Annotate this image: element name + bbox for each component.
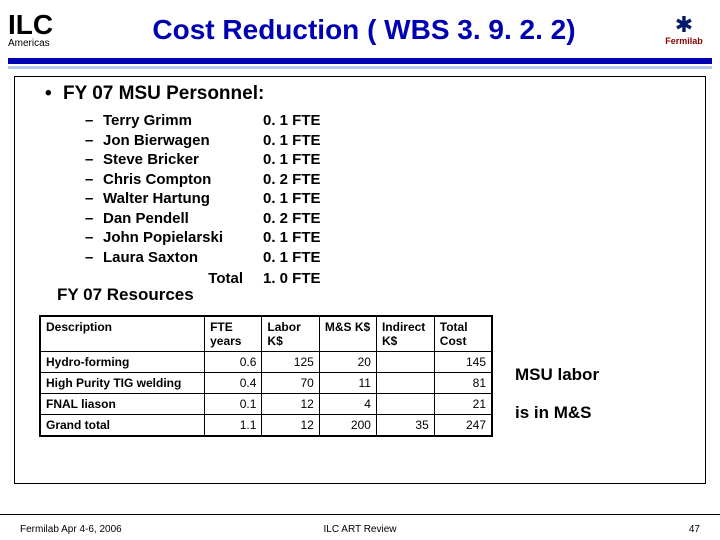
personnel-fte: 0. 1 FTE <box>263 111 353 131</box>
table-header: M&S K$ <box>319 317 376 352</box>
table-header: Total Cost <box>434 317 491 352</box>
personnel-fte: 0. 1 FTE <box>263 189 353 209</box>
personnel-row: –Dan Pendell0. 2 FTE <box>85 209 353 229</box>
table-cell: 200 <box>319 415 376 436</box>
section-heading-text: FY 07 MSU Personnel: <box>63 83 264 104</box>
dash-icon: – <box>85 209 103 229</box>
personnel-name: Laura Saxton <box>103 248 263 268</box>
fermilab-icon: ✱ <box>656 14 712 36</box>
dash-icon: – <box>85 248 103 268</box>
personnel-fte: 0. 2 FTE <box>263 170 353 190</box>
bullet-icon: • <box>45 83 63 105</box>
table-cell: High Purity TIG welding <box>41 373 205 394</box>
table-cell: 125 <box>262 352 319 373</box>
ilc-sub-label: Americas <box>8 39 72 49</box>
table-header: Labor K$ <box>262 317 319 352</box>
dash-icon: – <box>85 111 103 131</box>
personnel-row: –John Popielarski0. 1 FTE <box>85 228 353 248</box>
personnel-fte: 0. 1 FTE <box>263 248 353 268</box>
table-row: Hydro-forming0.612520 145 <box>41 352 492 373</box>
table-row: FNAL liason0.1124 21 <box>41 394 492 415</box>
table-cell: 0.4 <box>205 373 262 394</box>
table-header: Indirect K$ <box>376 317 434 352</box>
personnel-row: –Jon Bierwagen0. 1 FTE <box>85 131 353 151</box>
side-note-1: MSU labor <box>515 365 599 385</box>
personnel-row: –Chris Compton0. 2 FTE <box>85 170 353 190</box>
resources-label: FY 07 Resources <box>57 285 194 305</box>
personnel-row: –Laura Saxton0. 1 FTE <box>85 248 353 268</box>
ilc-badge: ILC Americas <box>8 11 72 49</box>
table-cell <box>376 373 434 394</box>
fermilab-logo: ✱ Fermilab <box>656 14 712 46</box>
table-cell: Grand total <box>41 415 205 436</box>
content-frame: •FY 07 MSU Personnel: –Terry Grimm0. 1 F… <box>14 76 706 484</box>
dash-icon: – <box>85 228 103 248</box>
table-cell: 1.1 <box>205 415 262 436</box>
table-cell: 12 <box>262 415 319 436</box>
personnel-name: Jon Bierwagen <box>103 131 263 151</box>
table-cell: 35 <box>376 415 434 436</box>
table-cell: 81 <box>434 373 491 394</box>
table-cell: 21 <box>434 394 491 415</box>
personnel-name: Dan Pendell <box>103 209 263 229</box>
dash-icon: – <box>85 150 103 170</box>
personnel-row: –Walter Hartung0. 1 FTE <box>85 189 353 209</box>
divider-light <box>8 66 712 69</box>
personnel-row: –Steve Bricker0. 1 FTE <box>85 150 353 170</box>
personnel-list: –Terry Grimm0. 1 FTE–Jon Bierwagen0. 1 F… <box>85 111 353 289</box>
resources-table: DescriptionFTE yearsLabor K$M&S K$Indire… <box>39 315 493 437</box>
total-fte: 1. 0 FTE <box>263 269 353 289</box>
table-cell <box>376 352 434 373</box>
table-cell: 247 <box>434 415 491 436</box>
personnel-fte: 0. 1 FTE <box>263 228 353 248</box>
footer-left: Fermilab Apr 4-6, 2006 <box>20 524 122 535</box>
table-header: FTE years <box>205 317 262 352</box>
table-cell: 20 <box>319 352 376 373</box>
ilc-main-label: ILC <box>8 11 72 39</box>
fermilab-text: Fermilab <box>656 36 712 46</box>
personnel-name: Walter Hartung <box>103 189 263 209</box>
dash-icon: – <box>85 189 103 209</box>
table-cell: 0.6 <box>205 352 262 373</box>
table-header: Description <box>41 317 205 352</box>
table-cell: 11 <box>319 373 376 394</box>
personnel-fte: 0. 2 FTE <box>263 209 353 229</box>
divider-dark <box>8 58 712 64</box>
personnel-name: John Popielarski <box>103 228 263 248</box>
side-note-2: is in M&S <box>515 403 592 423</box>
table-cell: 145 <box>434 352 491 373</box>
personnel-name: Steve Bricker <box>103 150 263 170</box>
table-cell: 4 <box>319 394 376 415</box>
page-title: Cost Reduction ( WBS 3. 9. 2. 2) <box>72 14 656 46</box>
personnel-name: Chris Compton <box>103 170 263 190</box>
footer-right: 47 <box>689 524 700 535</box>
dash-icon: – <box>85 131 103 151</box>
table-cell: Hydro-forming <box>41 352 205 373</box>
personnel-row: –Terry Grimm0. 1 FTE <box>85 111 353 131</box>
table-row: Grand total1.11220035247 <box>41 415 492 436</box>
personnel-name: Terry Grimm <box>103 111 263 131</box>
personnel-fte: 0. 1 FTE <box>263 150 353 170</box>
table-cell: FNAL liason <box>41 394 205 415</box>
footer: Fermilab Apr 4-6, 2006 ILC ART Review 47 <box>0 514 720 540</box>
section-heading: •FY 07 MSU Personnel: <box>45 83 264 105</box>
table-cell: 70 <box>262 373 319 394</box>
table-cell: 12 <box>262 394 319 415</box>
table-cell <box>376 394 434 415</box>
table-row: High Purity TIG welding0.47011 81 <box>41 373 492 394</box>
table-cell: 0.1 <box>205 394 262 415</box>
footer-center: ILC ART Review <box>324 524 397 535</box>
dash-icon: – <box>85 170 103 190</box>
personnel-fte: 0. 1 FTE <box>263 131 353 151</box>
